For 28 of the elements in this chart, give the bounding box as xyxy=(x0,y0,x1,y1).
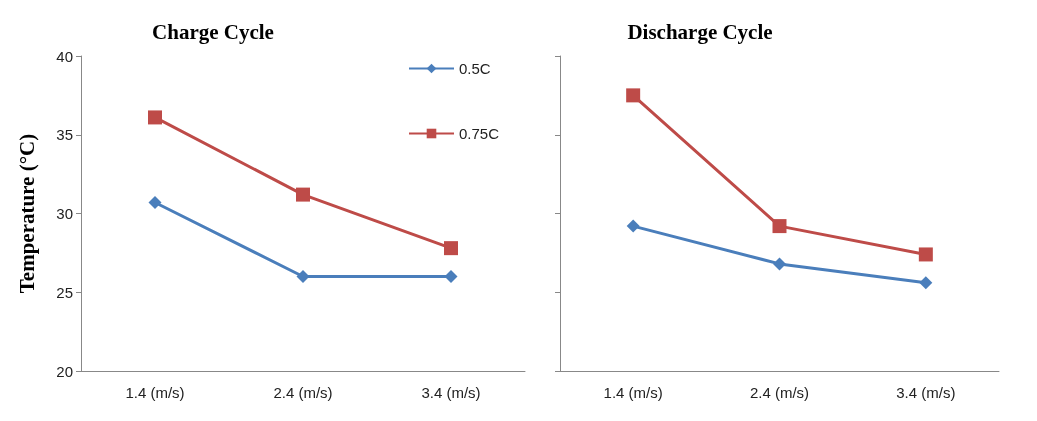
chart-title: Discharge Cycle xyxy=(627,19,773,44)
point xyxy=(918,247,933,262)
y-tick-label: 30 xyxy=(56,205,73,222)
point xyxy=(148,110,162,125)
point xyxy=(148,195,162,209)
x-tick-label: 1.4 (m/s) xyxy=(125,384,185,401)
point xyxy=(919,276,933,290)
chart-title: Charge Cycle xyxy=(152,19,274,44)
legend-label: 0.5C xyxy=(459,60,491,77)
point xyxy=(444,241,458,256)
x-tick-label: 1.4 (m/s) xyxy=(603,384,663,401)
point xyxy=(772,219,787,234)
legend-label: 0.75C xyxy=(459,125,500,142)
point xyxy=(296,270,310,283)
x-tick-label: 2.4 (m/s) xyxy=(749,384,810,401)
point xyxy=(296,187,310,202)
y-tick-label: 40 xyxy=(56,47,73,65)
x-tick-label: 3.4 (m/s) xyxy=(421,384,481,401)
y-axis-title: Temperature (°C) xyxy=(14,133,39,294)
y-tick-label: 20 xyxy=(56,362,73,380)
y-tick-label: 35 xyxy=(56,126,73,144)
point xyxy=(626,88,641,103)
x-tick-label: 3.4 (m/s) xyxy=(896,384,956,401)
y-tick-label: 25 xyxy=(56,283,73,301)
x-tick-label: 2.4 (m/s) xyxy=(273,384,333,401)
point xyxy=(444,270,458,283)
point xyxy=(773,257,786,271)
point xyxy=(626,219,640,233)
